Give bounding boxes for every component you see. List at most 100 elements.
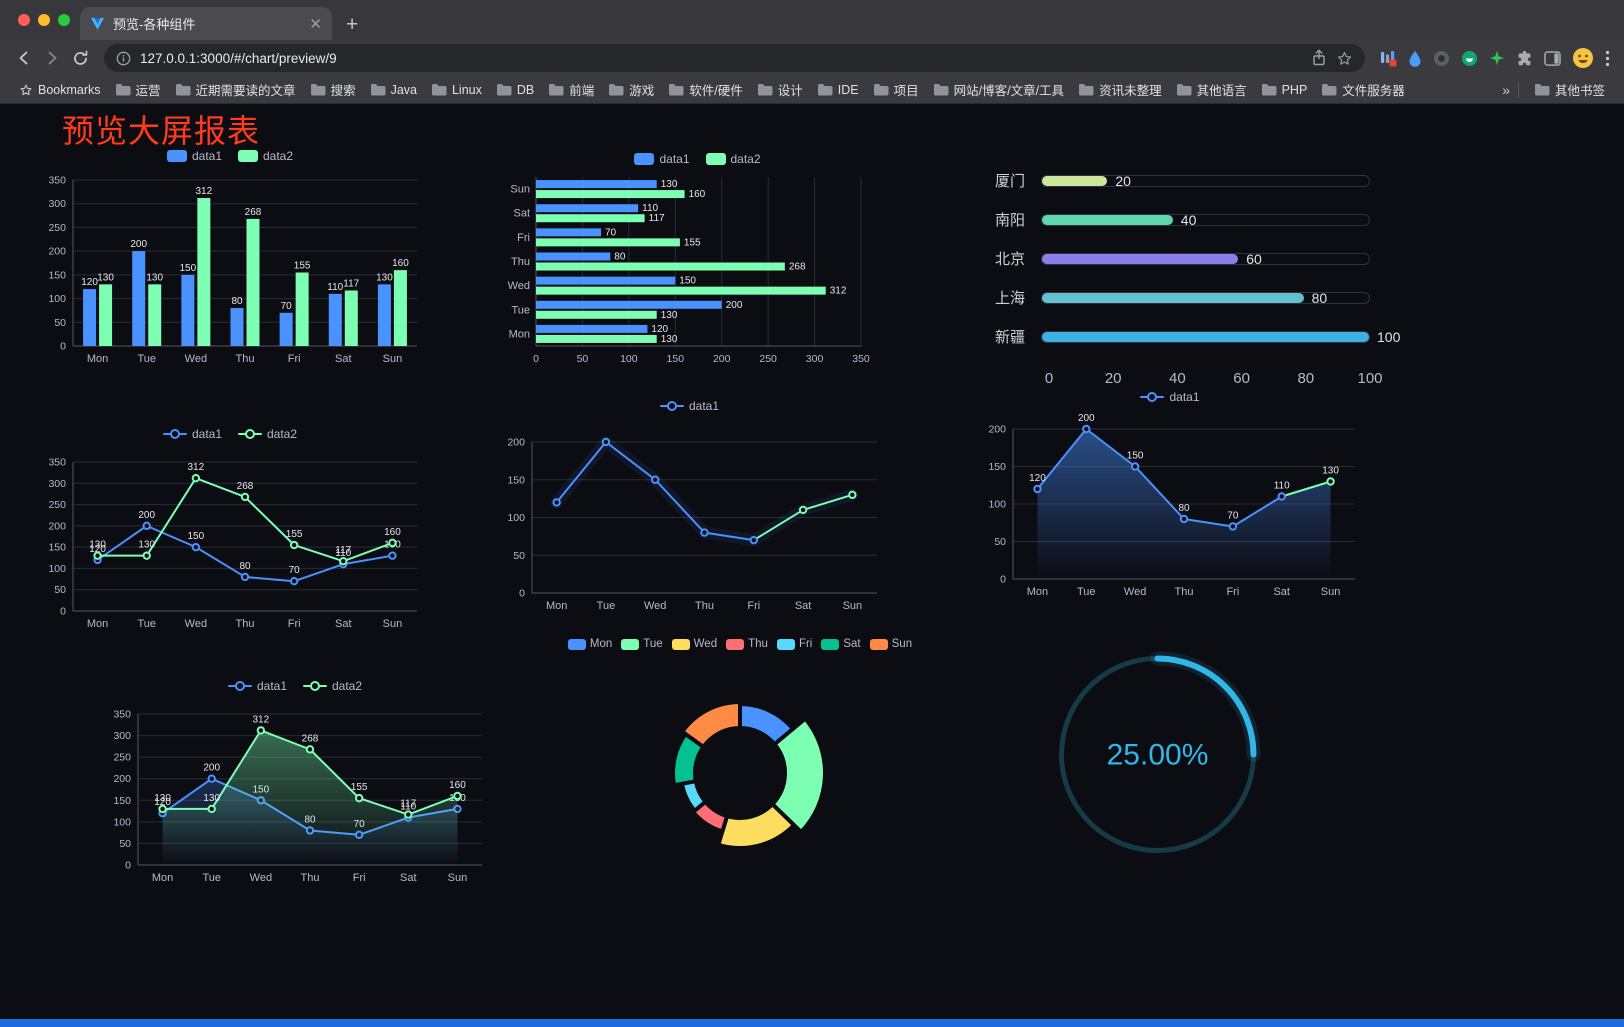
legend-item-data1[interactable]: data1 [227,679,287,693]
svg-text:0: 0 [1000,574,1006,586]
svg-text:Fri: Fri [517,232,530,244]
legend-item-Mon[interactable]: Mon [567,638,612,650]
legend-item-Tue[interactable]: Tue [621,638,663,650]
bookmark-folder[interactable]: 搜索 [303,78,363,101]
legend-item-Wed[interactable]: Wed [671,638,717,650]
svg-text:Fri: Fri [747,600,760,612]
tab-close-icon[interactable]: ✕ [309,15,322,33]
bookmark-folder[interactable]: 前端 [541,78,601,101]
bookmark-folder[interactable]: 文件服务器 [1314,78,1412,101]
progress-value: 100 [1377,328,1401,345]
bookmark-folder[interactable]: 资讯未整理 [1071,78,1169,101]
svg-text:155: 155 [684,237,701,248]
legend-item-data2[interactable]: data2 [238,427,297,441]
puzzle-extensions-icon[interactable] [1516,50,1533,67]
share-icon[interactable] [1311,49,1327,67]
dashboard-page: 预览大屏报表 data1 data2 0 50 100 150 200 250 300 350 12… [0,104,1624,1027]
svg-text:Sun: Sun [1321,586,1341,598]
bookmark-folder[interactable]: 项目 [866,78,926,101]
svg-text:50: 50 [577,353,589,365]
legend-item-data2[interactable]: data2 [238,149,293,163]
bookmark-folder[interactable]: 软件/硬件 [661,78,749,101]
legend-item-Sat[interactable]: Sat [821,638,861,650]
bookmark-folder[interactable]: Java [363,81,424,99]
extension-icon-green-circle[interactable] [1461,50,1478,67]
legend-label: data1 [1169,390,1200,404]
bookmark-folder[interactable]: 近期需要读的文章 [168,78,303,101]
bookmark-star-icon[interactable] [1336,50,1353,67]
navigation-toolbar: 127.0.0.1:3000/#/chart/preview/9 [0,40,1624,76]
svg-text:Thu: Thu [511,256,530,268]
svg-text:0: 0 [533,353,539,365]
site-info-icon[interactable] [116,51,131,66]
back-button[interactable] [10,44,38,72]
legend-item-Fri[interactable]: Fri [776,638,812,650]
svg-text:Mon: Mon [87,618,108,630]
progress-fill [1042,175,1108,186]
progress-row-上海: 上海 80 [995,278,1370,317]
minimize-window-button[interactable] [38,14,50,26]
bookmark-folder[interactable]: 游戏 [601,78,661,101]
url-text[interactable]: 127.0.0.1:3000/#/chart/preview/9 [140,50,337,66]
svg-text:250: 250 [113,752,131,764]
legend-item-data1[interactable]: data1 [634,152,690,166]
legend-item-data2[interactable]: data2 [705,152,761,166]
bookmark-folder[interactable]: DB [489,81,541,99]
svg-text:312: 312 [830,286,847,297]
svg-text:130: 130 [203,793,220,804]
svg-text:110: 110 [1274,481,1290,492]
svg-text:150: 150 [667,353,685,365]
svg-text:Tue: Tue [137,353,156,365]
svg-text:130: 130 [97,272,114,283]
bookmark-folder[interactable]: 网站/博客/文章/工具 [926,78,1071,101]
svg-text:Sun: Sun [843,600,863,612]
bookmark-folder[interactable]: PHP [1254,81,1315,99]
progress-label: 北京 [995,251,1026,268]
bookmark-folder[interactable]: 运营 [108,78,168,101]
close-window-button[interactable] [18,14,30,26]
progress-fill [1042,331,1369,342]
browser-tab[interactable]: 预览-各种组件 ✕ [80,7,332,40]
traffic-lights [18,14,70,26]
new-tab-button[interactable]: + [346,13,359,36]
legend-item-data1[interactable]: data1 [166,149,222,163]
titlebar: 预览-各种组件 ✕ + [0,0,1624,40]
bookmark-label: 搜索 [330,84,356,98]
svg-text:Thu: Thu [301,872,320,884]
bookmark-folder[interactable]: 其他语言 [1169,78,1254,101]
legend-item-data1[interactable]: data1 [659,399,719,413]
bookmarks-root[interactable]: Bookmarks [12,81,108,99]
url-bar[interactable]: 127.0.0.1:3000/#/chart/preview/9 [104,44,1365,72]
bookmarks-star-icon [20,84,32,95]
zoom-window-button[interactable] [58,14,70,26]
bookmark-label: 资讯未整理 [1099,84,1162,98]
extension-icon-drop[interactable] [1408,50,1422,67]
svg-text:25.00%: 25.00% [1107,738,1209,771]
legend-item-Sun[interactable]: Sun [869,638,912,650]
extension-icon-stats[interactable] [1379,49,1397,67]
bookmark-label: 其他语言 [1196,84,1247,98]
extension-icon-dark-circle[interactable] [1433,50,1450,67]
legend-item-data2[interactable]: data2 [303,679,362,693]
forward-button[interactable] [38,44,66,72]
svg-text:117: 117 [400,799,416,810]
other-bookmarks-folder[interactable]: 其他书签 [1527,78,1612,101]
legend-item-Thu[interactable]: Thu [726,638,768,650]
svg-text:268: 268 [789,262,806,273]
bookmarks-overflow-chevron[interactable]: » [1502,81,1510,98]
extension-icon-sparkle[interactable] [1489,50,1505,66]
chart-legend: data1 [975,387,1365,407]
progress-label: 新疆 [995,329,1026,346]
legend-item-data1[interactable]: data1 [1140,390,1200,404]
svg-text:200: 200 [113,773,131,785]
bookmark-folder[interactable]: Linux [424,81,489,99]
svg-text:Sat: Sat [1273,586,1290,598]
side-panel-icon[interactable] [1544,50,1561,66]
reload-button[interactable] [66,44,94,72]
bookmark-folder[interactable]: 设计 [750,78,810,101]
svg-text:150: 150 [507,474,525,486]
legend-item-data1[interactable]: data1 [162,427,222,441]
menu-kebab-icon[interactable] [1605,50,1610,67]
profile-avatar[interactable] [1572,47,1594,69]
bookmark-folder[interactable]: IDE [810,81,866,99]
